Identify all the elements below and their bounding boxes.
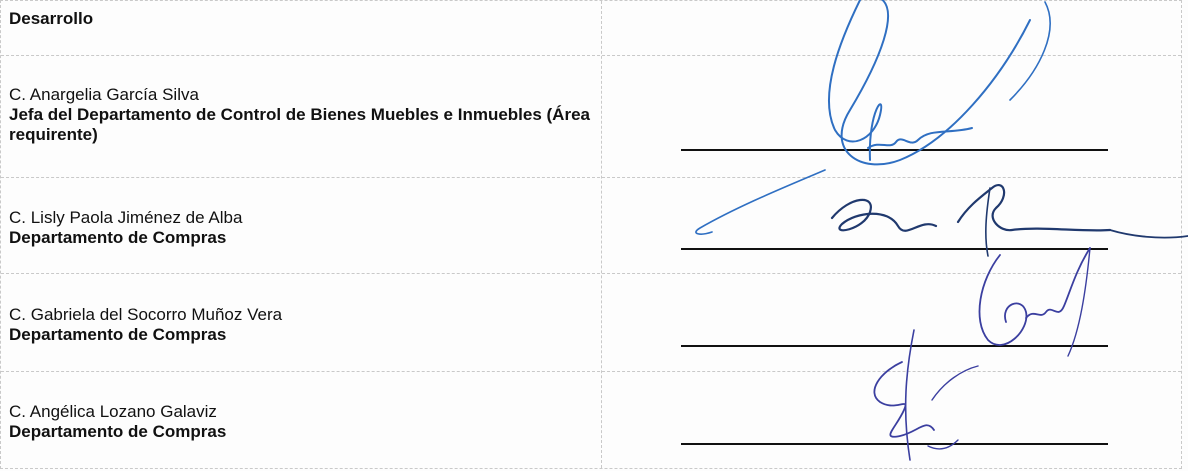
signatory-block-3: C. Gabriela del Socorro Muñoz Vera Depar… xyxy=(9,305,594,345)
signatory-role: Departamento de Compras xyxy=(9,325,227,344)
signature-line xyxy=(681,149,1108,151)
section-heading: Desarrollo xyxy=(9,9,94,28)
signatory-block-2: C. Lisly Paola Jiménez de Alba Departame… xyxy=(9,208,594,248)
signatory-block-1: C. Anargelia García Silva Jefa del Depar… xyxy=(9,85,594,145)
signatory-name: C. Gabriela del Socorro Muñoz Vera xyxy=(9,305,283,324)
signature-line xyxy=(681,248,1108,250)
signatory-role: Jefa del Departamento de Control de Bien… xyxy=(9,105,590,144)
signature-line xyxy=(681,443,1108,445)
signatory-name: C. Lisly Paola Jiménez de Alba xyxy=(9,208,243,227)
signatory-block-4: C. Angélica Lozano Galaviz Departamento … xyxy=(9,402,594,442)
signature-line xyxy=(681,345,1108,347)
signatory-role: Departamento de Compras xyxy=(9,422,227,441)
row-separator xyxy=(1,177,1181,178)
signatory-role: Departamento de Compras xyxy=(9,228,227,247)
row-separator xyxy=(1,273,1181,274)
column-divider xyxy=(601,1,602,468)
signatory-name: C. Anargelia García Silva xyxy=(9,85,199,104)
row-separator xyxy=(1,55,1181,56)
signatory-name: C. Angélica Lozano Galaviz xyxy=(9,402,217,421)
row-separator xyxy=(1,371,1181,372)
